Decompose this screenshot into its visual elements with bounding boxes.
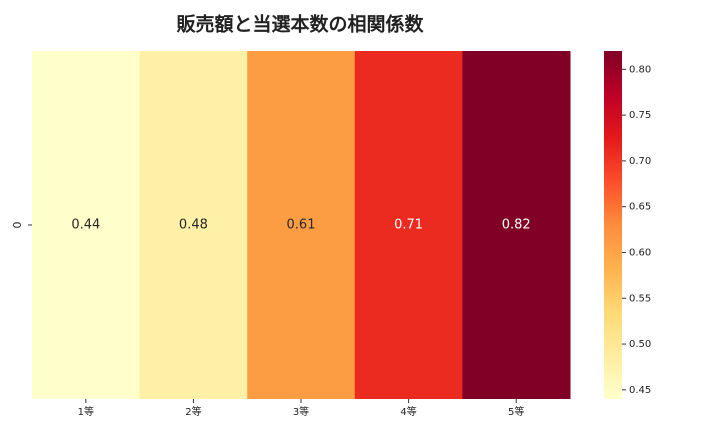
colorbar-tick-label: 0.80 <box>629 64 651 75</box>
heatmap-cell <box>354 51 463 399</box>
x-tick-label: 5等 <box>508 405 524 418</box>
colorbar-tick-label: 0.50 <box>629 339 651 350</box>
heatmap-cell <box>139 51 248 399</box>
colorbar-tick-label: 0.55 <box>629 293 651 304</box>
cell-label: 0.82 <box>502 218 531 233</box>
x-tick-label: 4等 <box>400 405 416 418</box>
x-tick-label: 2等 <box>185 405 201 418</box>
heatmap-cell <box>32 51 141 399</box>
heatmap-cell <box>247 51 356 399</box>
colorbar-tick-label: 0.75 <box>629 110 651 121</box>
cell-label: 0.48 <box>179 218 208 233</box>
chart-title: 販売額と当選本数の相関係数 <box>176 13 424 36</box>
colorbar-tick-label: 0.45 <box>629 385 651 396</box>
x-tick-label: 1等 <box>78 405 94 418</box>
x-tick-label: 3等 <box>293 405 309 418</box>
colorbar-tick-label: 0.65 <box>629 202 651 213</box>
y-tick-label: 0 <box>11 222 24 229</box>
cell-label: 0.71 <box>394 218 423 233</box>
heatmap-cell <box>462 51 571 399</box>
colorbar-tick-label: 0.70 <box>629 156 651 167</box>
cell-label: 0.44 <box>71 218 100 233</box>
colorbar <box>604 51 622 399</box>
cell-label: 0.61 <box>287 218 316 233</box>
colorbar-tick-label: 0.60 <box>629 247 651 258</box>
